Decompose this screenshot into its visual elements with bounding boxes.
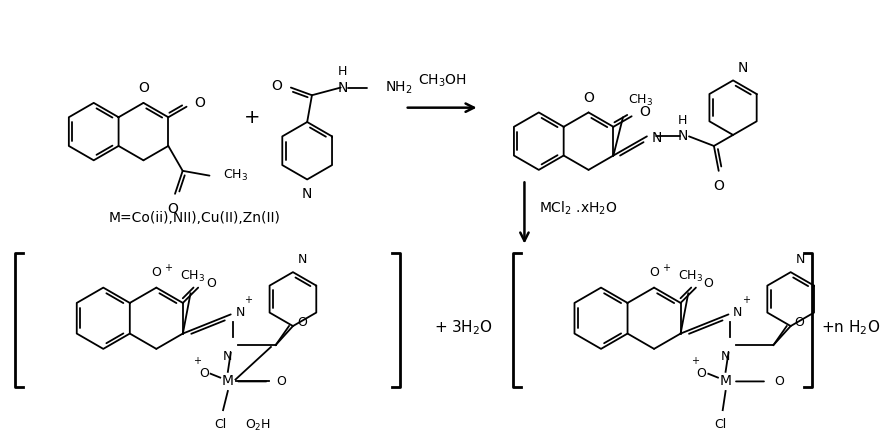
Text: O: O bbox=[271, 79, 282, 93]
Text: N: N bbox=[236, 306, 245, 319]
Text: M=Co(ii),NII),Cu(II),Zn(II): M=Co(ii),NII),Cu(II),Zn(II) bbox=[108, 211, 280, 225]
Text: + 3H$_2$O: + 3H$_2$O bbox=[433, 318, 492, 337]
Text: O: O bbox=[297, 316, 307, 329]
Text: MCl$_2$ .xH$_2$O: MCl$_2$ .xH$_2$O bbox=[538, 199, 617, 217]
Text: +: + bbox=[741, 295, 749, 305]
Text: +: + bbox=[243, 108, 260, 127]
Text: H: H bbox=[338, 65, 347, 78]
Text: Cl: Cl bbox=[714, 418, 727, 431]
Text: N: N bbox=[676, 129, 687, 143]
Text: +: + bbox=[244, 295, 252, 305]
Text: O$_2$H: O$_2$H bbox=[245, 418, 271, 433]
Text: CH$_3$: CH$_3$ bbox=[222, 168, 248, 183]
Text: O: O bbox=[138, 81, 149, 95]
Text: O: O bbox=[167, 202, 178, 216]
Text: Cl: Cl bbox=[214, 418, 226, 431]
Text: CH$_3$: CH$_3$ bbox=[180, 269, 205, 284]
Text: O: O bbox=[206, 278, 215, 290]
Text: O: O bbox=[773, 375, 783, 388]
Text: N: N bbox=[651, 131, 661, 145]
Text: O: O bbox=[582, 91, 594, 105]
Text: O: O bbox=[696, 367, 705, 380]
Text: O: O bbox=[649, 266, 658, 279]
Text: O: O bbox=[152, 266, 161, 279]
Text: CH$_3$: CH$_3$ bbox=[677, 269, 702, 284]
Text: N: N bbox=[737, 61, 748, 75]
Text: M: M bbox=[719, 374, 731, 388]
Text: +: + bbox=[193, 356, 201, 366]
Text: N: N bbox=[301, 187, 312, 201]
Text: CH$_3$: CH$_3$ bbox=[627, 92, 652, 107]
Text: N: N bbox=[733, 306, 742, 319]
Text: N: N bbox=[298, 254, 307, 266]
Text: CH$_3$OH: CH$_3$OH bbox=[417, 72, 466, 88]
Text: +n H$_2$O: +n H$_2$O bbox=[820, 318, 880, 337]
Text: O: O bbox=[639, 105, 649, 119]
Text: H: H bbox=[677, 114, 687, 127]
Text: O: O bbox=[703, 278, 712, 290]
Text: +: + bbox=[661, 263, 669, 273]
Text: O: O bbox=[712, 179, 723, 194]
Text: NH$_2$: NH$_2$ bbox=[385, 79, 412, 96]
Text: +: + bbox=[164, 263, 172, 273]
Text: M: M bbox=[222, 374, 234, 388]
Text: O: O bbox=[276, 375, 286, 388]
Text: N: N bbox=[337, 80, 347, 95]
Text: O: O bbox=[198, 367, 208, 380]
Text: O: O bbox=[794, 316, 804, 329]
Text: N: N bbox=[223, 350, 232, 363]
Text: O: O bbox=[194, 96, 205, 110]
Text: +: + bbox=[690, 356, 698, 366]
Text: N: N bbox=[720, 350, 729, 363]
Text: N: N bbox=[795, 254, 804, 266]
